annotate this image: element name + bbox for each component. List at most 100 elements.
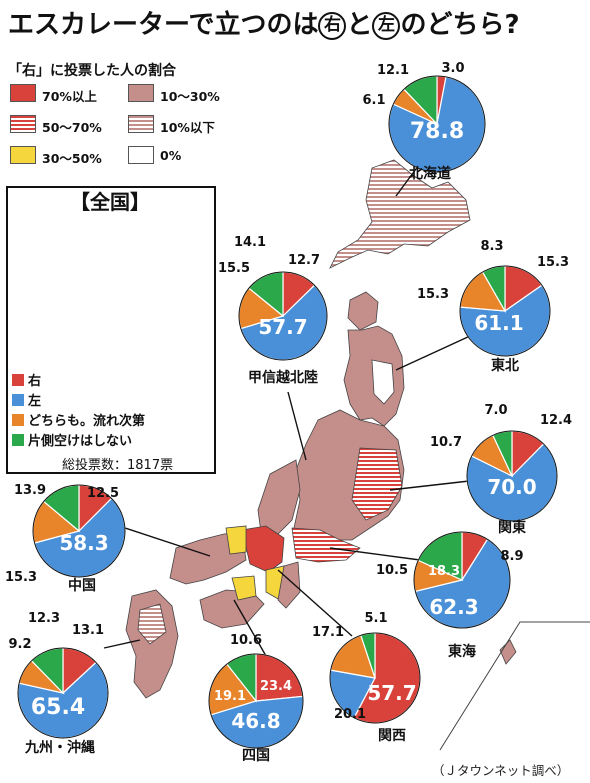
map-legend-title: 「右」に投票した人の割合 — [8, 63, 176, 79]
pie-shikoku-label-either: 19.1 — [214, 689, 246, 704]
pie-kansai-outline — [329, 632, 421, 724]
answer-key-left: 左 — [12, 390, 41, 409]
title-text-1: エスカレーターで立つのは — [8, 10, 319, 40]
map-hokkaido — [329, 159, 471, 269]
pie-tokai-region-name: 東海 — [448, 643, 476, 660]
map-kanto-stripe — [351, 447, 403, 521]
map-tohoku-white — [371, 359, 395, 405]
pie-koshinetsu-label-right: 12.7 — [288, 253, 320, 268]
map-chugoku-yellow — [225, 525, 247, 555]
pie-kyushu-label-left: 65.4 — [31, 695, 85, 720]
leader-lines — [103, 149, 479, 657]
pie-kanto-label-right: 12.4 — [540, 413, 572, 428]
title-circled-right: 右 — [318, 12, 347, 40]
pie-kansai-label-right: 57.7 — [367, 681, 416, 705]
pie-shikoku-outline — [208, 653, 304, 749]
pie-chugoku-label-right: 12.5 — [87, 486, 119, 501]
leader-chugoku — [115, 524, 211, 557]
pie-kanto-outline — [466, 430, 558, 522]
title-text-3: のどちら? — [400, 10, 520, 40]
pie-tohoku-label-either: 15.3 — [417, 287, 449, 302]
pie-tohoku-label-left: 61.1 — [474, 311, 523, 335]
pie-tokai-label-no-gap: 18.3 — [428, 564, 460, 579]
legend-label-10-30: 10〜30% — [160, 89, 220, 104]
pie-shikoku-label-right: 23.4 — [260, 679, 292, 694]
total-votes: 総投票数：1817票 — [62, 458, 174, 473]
leader-kansai — [277, 569, 353, 637]
pie-koshinetsu-label-left: 57.7 — [258, 315, 307, 339]
legend-swatch-zero — [128, 146, 154, 164]
pie-kansai-label-left: 20.1 — [334, 707, 366, 722]
pie-tohoku-label-no-gap: 8.3 — [480, 239, 503, 254]
legend-label-under-10: 10%以下 — [160, 120, 215, 135]
answer-key-left-label: 左 — [28, 394, 42, 409]
answer-key-no-gap-swatch — [12, 434, 24, 446]
pie-kanto-region-name: 関東 — [498, 519, 526, 536]
pie-shikoku-label-no-gap: 10.6 — [230, 633, 262, 648]
pie-chugoku-label-left: 58.3 — [59, 531, 108, 555]
legend-label-30-50: 30〜50% — [42, 151, 102, 166]
legend-swatch-30-50 — [10, 146, 36, 164]
pie-hokkaido-label-no-gap: 12.1 — [377, 63, 409, 78]
pie-koshinetsu-region-name: 甲信越北陸 — [248, 369, 318, 386]
pie-tokai-label-either: 10.5 — [376, 563, 408, 578]
pie-tohoku-outline — [459, 265, 551, 357]
pie-kansai-label-either: 17.1 — [312, 625, 344, 640]
pie-chugoku-region-name: 中国 — [68, 577, 96, 594]
national-box — [6, 186, 216, 474]
legend-label-50-70: 50〜70% — [42, 120, 102, 135]
legend-swatch-10-30 — [128, 84, 154, 102]
pie-shikoku-region-name: 四国 — [242, 748, 270, 764]
pie-hokkaido-label-either: 6.1 — [362, 93, 385, 108]
source-credit: （Ｊタウンネット調べ） — [432, 763, 570, 778]
legend-swatch-70-plus — [10, 84, 36, 102]
answer-key-no-gap-label: 片側空けはしない — [28, 434, 133, 449]
map-kyushu-stripe — [137, 603, 167, 645]
leader-kyushu — [103, 639, 141, 649]
answer-key-either-label: どちらも。流れ次第 — [28, 414, 146, 429]
pie-kansai-label-no-gap: 5.1 — [364, 611, 387, 626]
pie-chugoku-label-either: 15.3 — [5, 570, 37, 585]
pie-tokai-label-right: 8.9 — [500, 549, 523, 564]
map-shikoku-yellow — [231, 575, 257, 601]
map-kansai-red — [241, 525, 285, 573]
title-text-2: と — [346, 10, 373, 40]
pie-koshinetsu-label-no-gap: 14.1 — [234, 235, 266, 250]
legend-swatch-50-70 — [10, 115, 36, 133]
map-okinawa — [499, 639, 517, 665]
pie-kanto-label-either: 10.7 — [430, 435, 462, 450]
pie-hokkaido-label-left: 78.8 — [410, 119, 464, 144]
pie-kyushu-outline — [17, 647, 109, 739]
answer-key-either: どちらも。流れ次第 — [12, 410, 145, 429]
pie-kyushu-label-no-gap: 12.3 — [28, 611, 60, 626]
answer-key-left-swatch — [12, 394, 24, 406]
pie-kyushu-label-either: 9.2 — [8, 637, 31, 652]
map-chugoku — [169, 531, 247, 585]
pie-tohoku-label-right: 15.3 — [537, 255, 569, 270]
map-tohoku-north — [347, 291, 379, 331]
map-kansai-pink — [277, 561, 301, 609]
title-circled-left: 左 — [372, 12, 401, 40]
answer-key-either-swatch — [12, 414, 24, 426]
legend-label-70-plus: 70%以上 — [42, 89, 97, 104]
page-title: エスカレーターで立つのは右と左のどちら? — [8, 4, 520, 41]
pie-tokai-label-left: 62.3 — [429, 595, 478, 619]
pie-kanto-label-left: 70.0 — [487, 475, 536, 499]
pie-chugoku-outline — [32, 484, 126, 578]
legend-swatch-under-10 — [128, 115, 154, 133]
leader-shikoku — [233, 599, 267, 657]
pie-kansai-region-name: 関西 — [378, 728, 406, 744]
pie-hokkaido-outline — [388, 75, 486, 173]
pie-koshinetsu-outline — [238, 271, 328, 361]
answer-key-right-swatch — [12, 374, 24, 386]
pie-hokkaido-label-right: 3.0 — [441, 61, 464, 76]
pie-tohoku-region-name: 東北 — [491, 357, 519, 374]
answer-key-right: 右 — [12, 370, 41, 389]
leader-koshinetsu — [287, 391, 307, 461]
pie-tokai-outline — [413, 531, 511, 629]
pie-hokkaido-region-name: 北海道 — [409, 165, 451, 182]
map-tokai — [291, 527, 361, 563]
okinawa-inset-frame — [439, 621, 590, 751]
leader-tohoku — [395, 335, 471, 371]
